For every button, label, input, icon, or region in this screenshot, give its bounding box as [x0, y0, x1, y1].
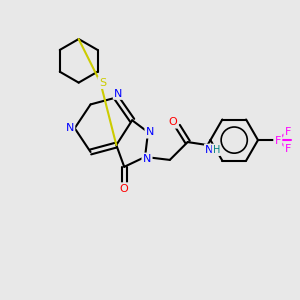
Text: N: N — [143, 154, 151, 164]
Text: F: F — [284, 144, 291, 154]
Text: O: O — [120, 184, 129, 194]
Text: F: F — [274, 136, 281, 146]
Text: F: F — [284, 127, 291, 137]
Text: H: H — [213, 145, 220, 155]
Text: N: N — [146, 127, 154, 137]
Text: N: N — [114, 88, 122, 98]
Text: N: N — [66, 123, 74, 133]
Text: O: O — [168, 117, 177, 127]
Text: S: S — [99, 78, 106, 88]
Text: N: N — [205, 145, 214, 155]
